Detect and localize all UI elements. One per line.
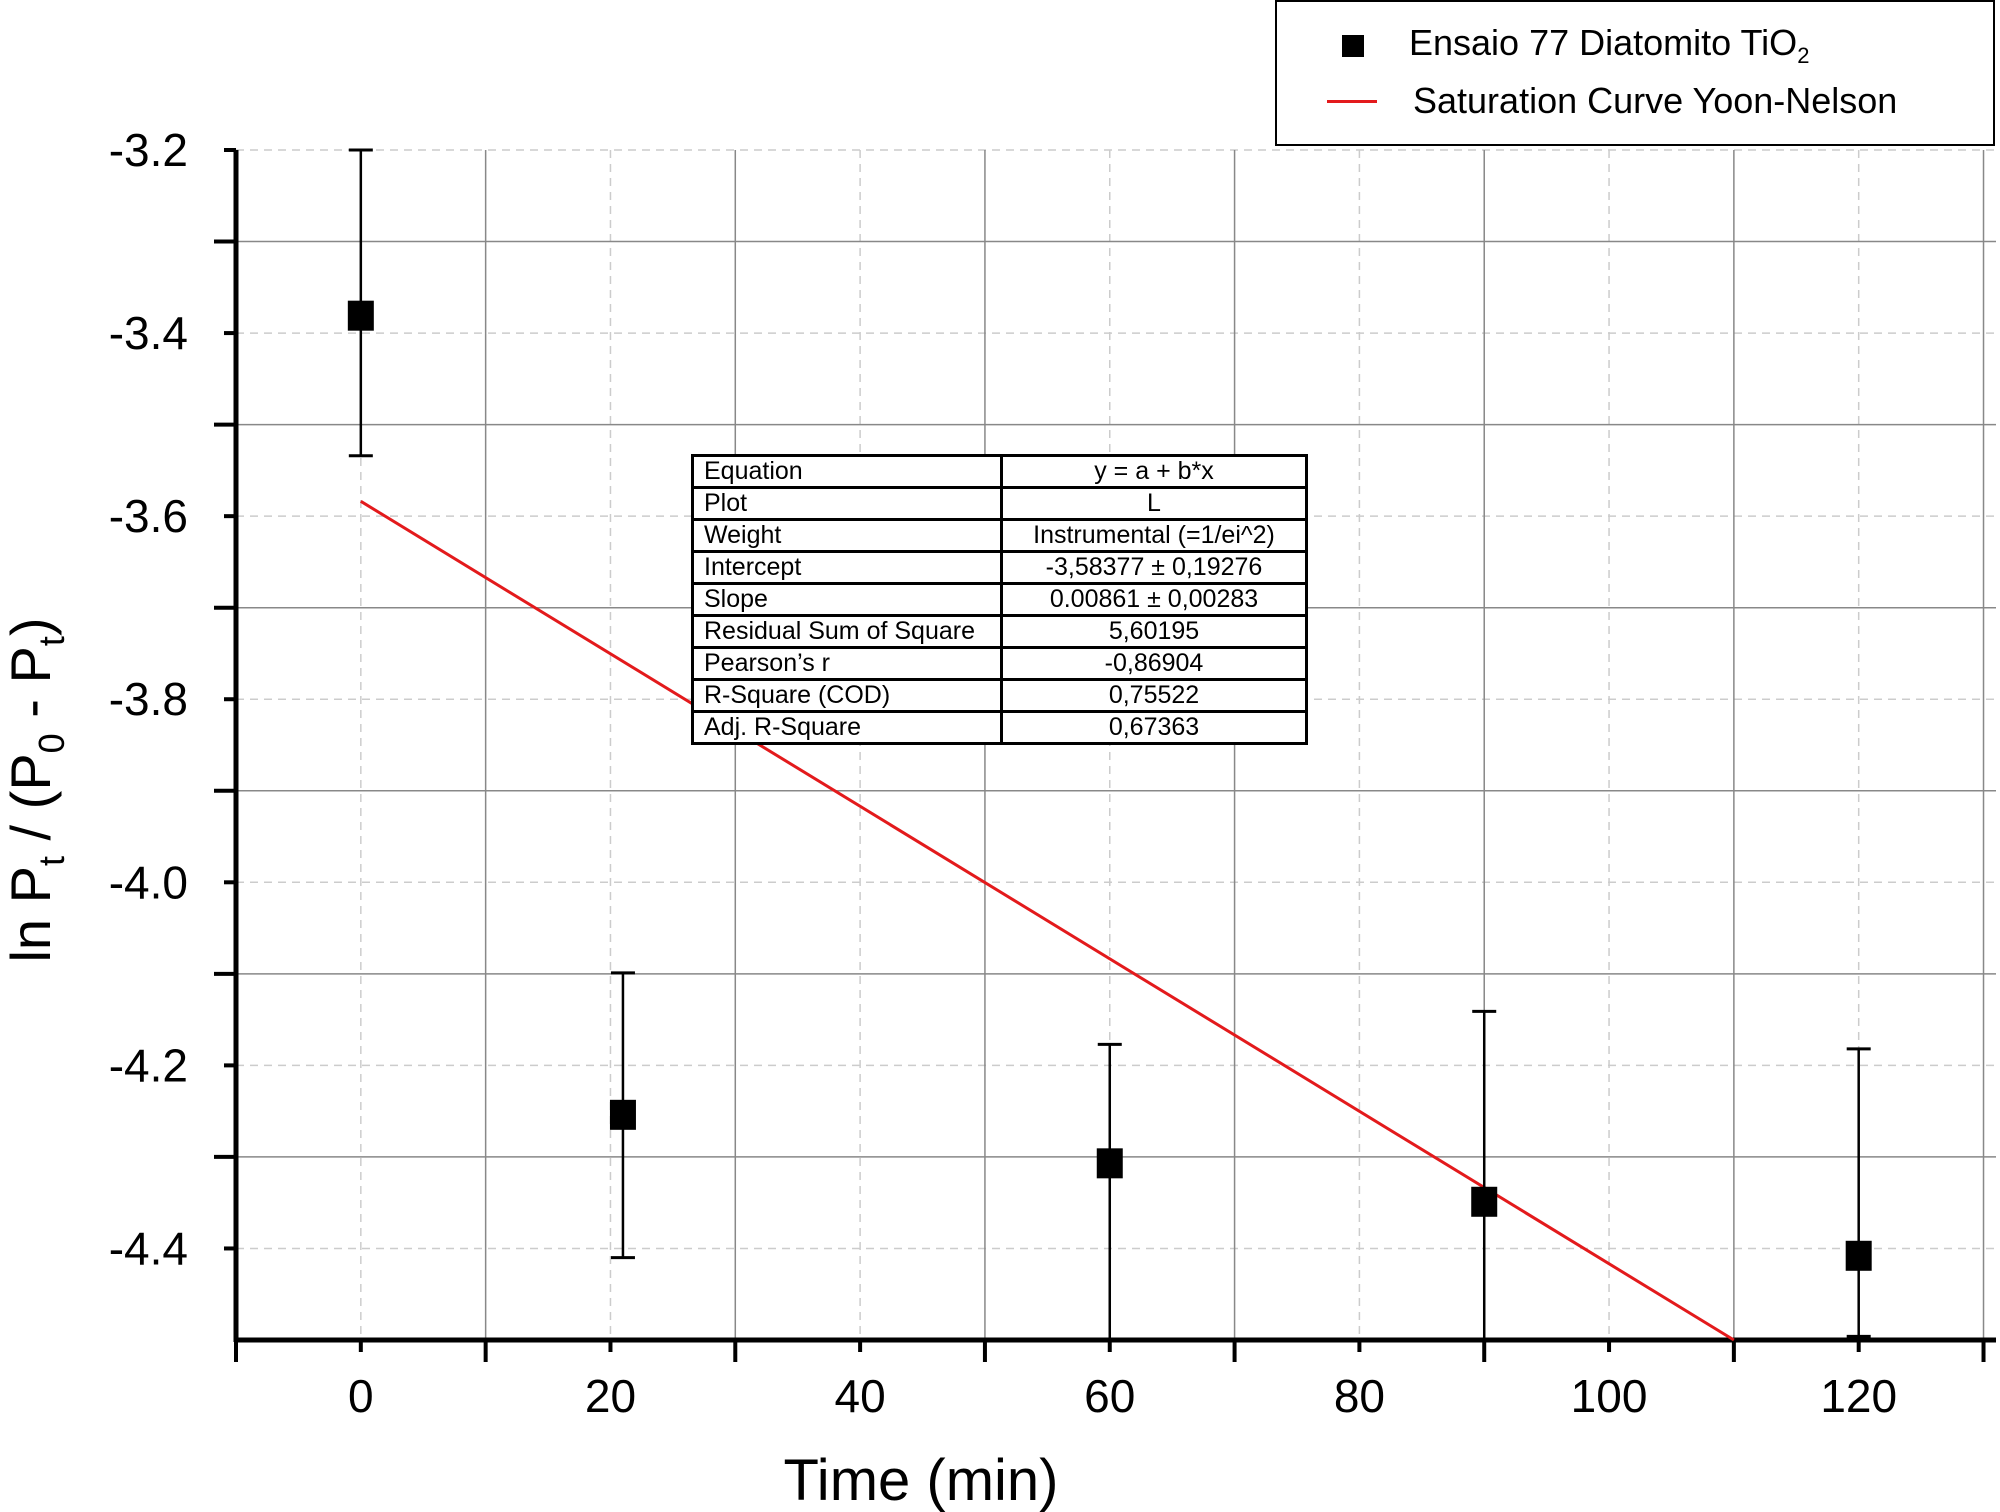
table-value: -0,86904 xyxy=(1000,646,1308,681)
table-key: R-Square (COD) xyxy=(691,678,1003,713)
red-line-icon xyxy=(1327,99,1377,103)
x-tick-label: 100 xyxy=(1571,1370,1648,1422)
table-key: Weight xyxy=(691,518,1003,553)
x-tick-label: 120 xyxy=(1820,1370,1897,1422)
table-value: Instrumental (=1/ei^2) xyxy=(1000,518,1308,553)
table-row: Slope 0.00861 ± 0,00283 xyxy=(691,582,1308,617)
fit-results-table: Equation y = a + b*x Plot L Weight Instrument… xyxy=(691,454,1308,745)
y-tick-label: -4.2 xyxy=(109,1039,188,1091)
table-value: 5,60195 xyxy=(1000,614,1308,649)
y-tick-label: -4.4 xyxy=(109,1222,188,1274)
table-row: Intercept -3,58377 ± 0,19276 xyxy=(691,550,1308,585)
table-value: y = a + b*x xyxy=(1000,454,1308,489)
fit-line xyxy=(360,500,1735,1342)
legend: Ensaio 77 Diatomito TiO2 Saturation Curv… xyxy=(1275,0,1995,146)
x-tick-label: 20 xyxy=(585,1370,636,1422)
table-key: Adj. R-Square xyxy=(691,710,1003,745)
data-point xyxy=(1845,1240,1872,1271)
table-row: Plot L xyxy=(691,486,1308,521)
axes: 0 20 40 60 80 100 120 -3.2 -3.4 -3.6 -3.8 -4.0 -4.2 -… xyxy=(109,124,1996,1422)
data-point xyxy=(1471,1186,1498,1217)
table-value: -3,58377 ± 0,19276 xyxy=(1000,550,1308,585)
table-row: Weight Instrumental (=1/ei^2) xyxy=(691,518,1308,553)
x-axis-label: Time (min) xyxy=(784,1448,1059,1512)
y-axis-label: ln Pt / (P0 - Pt) xyxy=(0,617,72,962)
table-value: 0.00861 ± 0,00283 xyxy=(1000,582,1308,617)
y-tick-label: -3.6 xyxy=(109,490,188,542)
x-tick-label: 40 xyxy=(835,1370,886,1422)
table-row: Residual Sum of Square 5,60195 xyxy=(691,614,1308,649)
table-row: Equation y = a + b*x xyxy=(691,454,1308,489)
y-tick-label: -3.8 xyxy=(109,673,188,725)
marks xyxy=(347,148,1872,1342)
table-value: L xyxy=(1000,486,1308,521)
table-row: R-Square (COD) 0,75522 xyxy=(691,678,1308,713)
table-key: Equation xyxy=(691,454,1003,489)
table-value: 0,67363 xyxy=(1000,710,1308,745)
table-key: Plot xyxy=(691,486,1003,521)
grid xyxy=(236,149,1996,1340)
legend-item-fit: Saturation Curve Yoon-Nelson xyxy=(1277,80,1897,122)
x-tick-label: 60 xyxy=(1084,1370,1135,1422)
legend-label: Ensaio 77 Diatomito TiO2 xyxy=(1409,22,1810,69)
table-key: Intercept xyxy=(691,550,1003,585)
y-tick-label: -4.0 xyxy=(109,856,188,908)
x-tick-label: 0 xyxy=(348,1370,374,1422)
legend-item-data: Ensaio 77 Diatomito TiO2 xyxy=(1277,22,1809,69)
table-row: Adj. R-Square 0,67363 xyxy=(691,710,1308,745)
data-point xyxy=(347,300,374,331)
table-value: 0,75522 xyxy=(1000,678,1308,713)
table-key: Slope xyxy=(691,582,1003,617)
data-point xyxy=(609,1099,636,1130)
table-row: Pearson’s r -0,86904 xyxy=(691,646,1308,681)
y-tick-label: -3.2 xyxy=(109,124,188,176)
table-key: Residual Sum of Square xyxy=(691,614,1003,649)
table-key: Pearson’s r xyxy=(691,646,1003,681)
x-tick-label: 80 xyxy=(1334,1370,1385,1422)
legend-label: Saturation Curve Yoon-Nelson xyxy=(1413,80,1898,121)
y-tick-label: -3.4 xyxy=(109,307,188,359)
square-marker-icon xyxy=(1342,34,1364,57)
data-point xyxy=(1096,1148,1123,1179)
